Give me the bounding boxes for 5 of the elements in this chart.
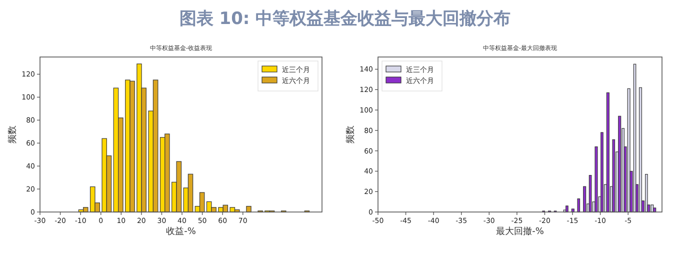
text: 图表 10: 中等权益基金收益与最大回撤分布	[179, 9, 511, 29]
x-axis-title: 最大回撤-%	[496, 226, 544, 237]
x-axis-title: 收益-%	[166, 226, 196, 237]
y-axis-title: 频数	[345, 126, 356, 144]
y-axis-title: 频数	[7, 126, 18, 144]
